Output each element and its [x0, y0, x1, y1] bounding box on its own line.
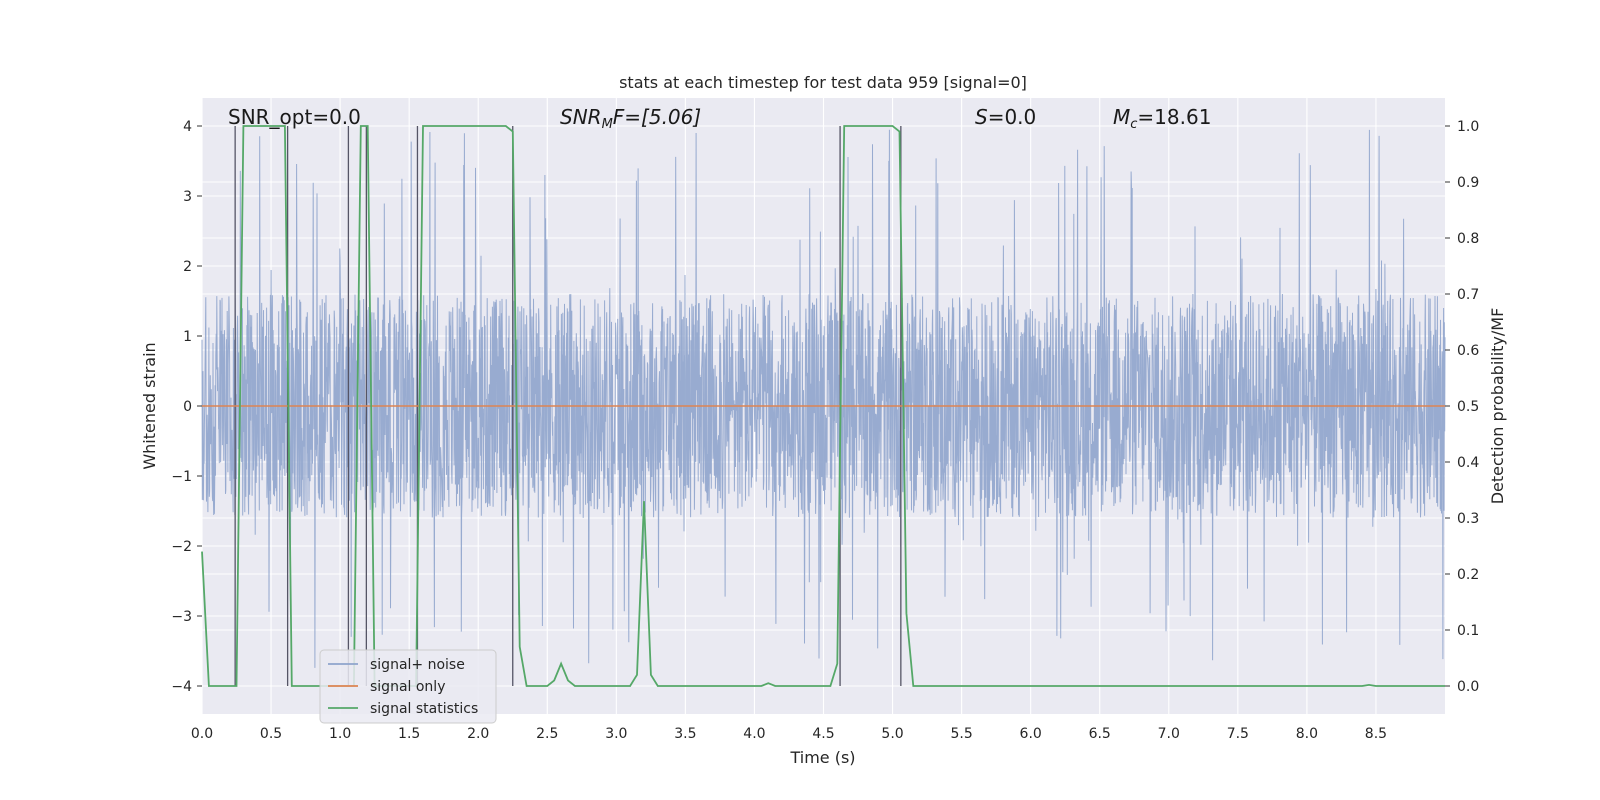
chart-title: stats at each timestep for test data 959… — [619, 73, 1027, 92]
x-tick-label: 3.0 — [605, 726, 627, 742]
left-y-tick-label: −4 — [171, 679, 192, 695]
x-tick-label: 4.5 — [812, 726, 834, 742]
legend-box — [319, 649, 497, 724]
annotation-snr-mf: SNRMF=[5.06] — [560, 105, 701, 132]
legend: signal+ noise signal only signal statist… — [319, 649, 497, 724]
x-tick-label: 2.0 — [467, 726, 489, 742]
left-y-tick-label: −3 — [171, 609, 192, 625]
left-y-tick-label: 1 — [183, 329, 192, 345]
signal-noise-line — [201, 129, 1446, 668]
right-y-tick-label: 0.9 — [1457, 175, 1479, 191]
x-tick-label: 3.5 — [674, 726, 696, 742]
annotation-s: S=0.0 — [975, 105, 1036, 129]
legend-label-signal-noise: signal+ noise — [370, 657, 465, 673]
x-tick-label: 8.5 — [1365, 726, 1387, 742]
right-y-tick-label: 1.0 — [1457, 119, 1479, 135]
x-tick-label: 0.0 — [191, 726, 213, 742]
x-tick-label: 7.0 — [1158, 726, 1180, 742]
x-tick-label: 4.0 — [743, 726, 765, 742]
x-tick-label: 6.0 — [1020, 726, 1042, 742]
right-y-tick-labels: 0.0 0.1 0.2 0.3 0.4 0.5 0.6 0.7 0.8 0.9 1.0 — [1445, 119, 1479, 695]
right-y-tick-label: 0.1 — [1457, 623, 1479, 639]
x-tick-label: 2.5 — [536, 726, 558, 742]
right-y-tick-label: 0.4 — [1457, 455, 1479, 471]
x-tick-label: 1.0 — [329, 726, 351, 742]
annotation-mc: Mc=18.61 — [1113, 105, 1211, 132]
x-tick-label: 6.5 — [1089, 726, 1111, 742]
right-y-tick-label: 0.6 — [1457, 343, 1479, 359]
right-y-tick-label: 0.3 — [1457, 511, 1479, 527]
annotation-snr-opt: SNR_opt=0.0 — [228, 105, 361, 129]
left-y-tick-label: 3 — [183, 189, 192, 205]
left-y-tick-label: 0 — [183, 399, 192, 415]
x-tick-label: 5.0 — [881, 726, 903, 742]
x-tick-labels: 0.0 0.5 1.0 1.5 2.0 2.5 3.0 3.5 4.0 4.5 5.0 5.5 6.0 6… — [191, 726, 1387, 742]
x-tick-label: 1.5 — [398, 726, 420, 742]
left-y-tick-label: 2 — [183, 259, 192, 275]
left-y-tick-label: 4 — [183, 119, 192, 135]
x-tick-label: 5.5 — [950, 726, 972, 742]
legend-label-signal-only: signal only — [370, 679, 445, 695]
x-tick-label: 7.5 — [1227, 726, 1249, 742]
right-y-tick-label: 0.8 — [1457, 231, 1479, 247]
left-y-tick-label: −1 — [171, 469, 192, 485]
x-tick-label: 0.5 — [260, 726, 282, 742]
left-y-tick-labels: −4 −3 −2 −1 0 1 2 3 4 — [171, 119, 202, 695]
x-axis-label: Time (s) — [789, 748, 855, 767]
right-y-tick-label: 0.2 — [1457, 567, 1479, 583]
right-y-tick-label: 0.7 — [1457, 287, 1479, 303]
right-y-tick-label: 0.0 — [1457, 679, 1479, 695]
signal-noise-series — [201, 129, 1446, 668]
legend-label-signal-statistics: signal statistics — [370, 701, 478, 717]
right-y-axis-label: Detection probability/MF — [1488, 308, 1507, 505]
left-y-axis-label: Whitened strain — [140, 342, 159, 469]
right-y-tick-label: 0.5 — [1457, 399, 1479, 415]
x-tick-label: 8.0 — [1296, 726, 1318, 742]
left-y-tick-label: −2 — [171, 539, 192, 555]
